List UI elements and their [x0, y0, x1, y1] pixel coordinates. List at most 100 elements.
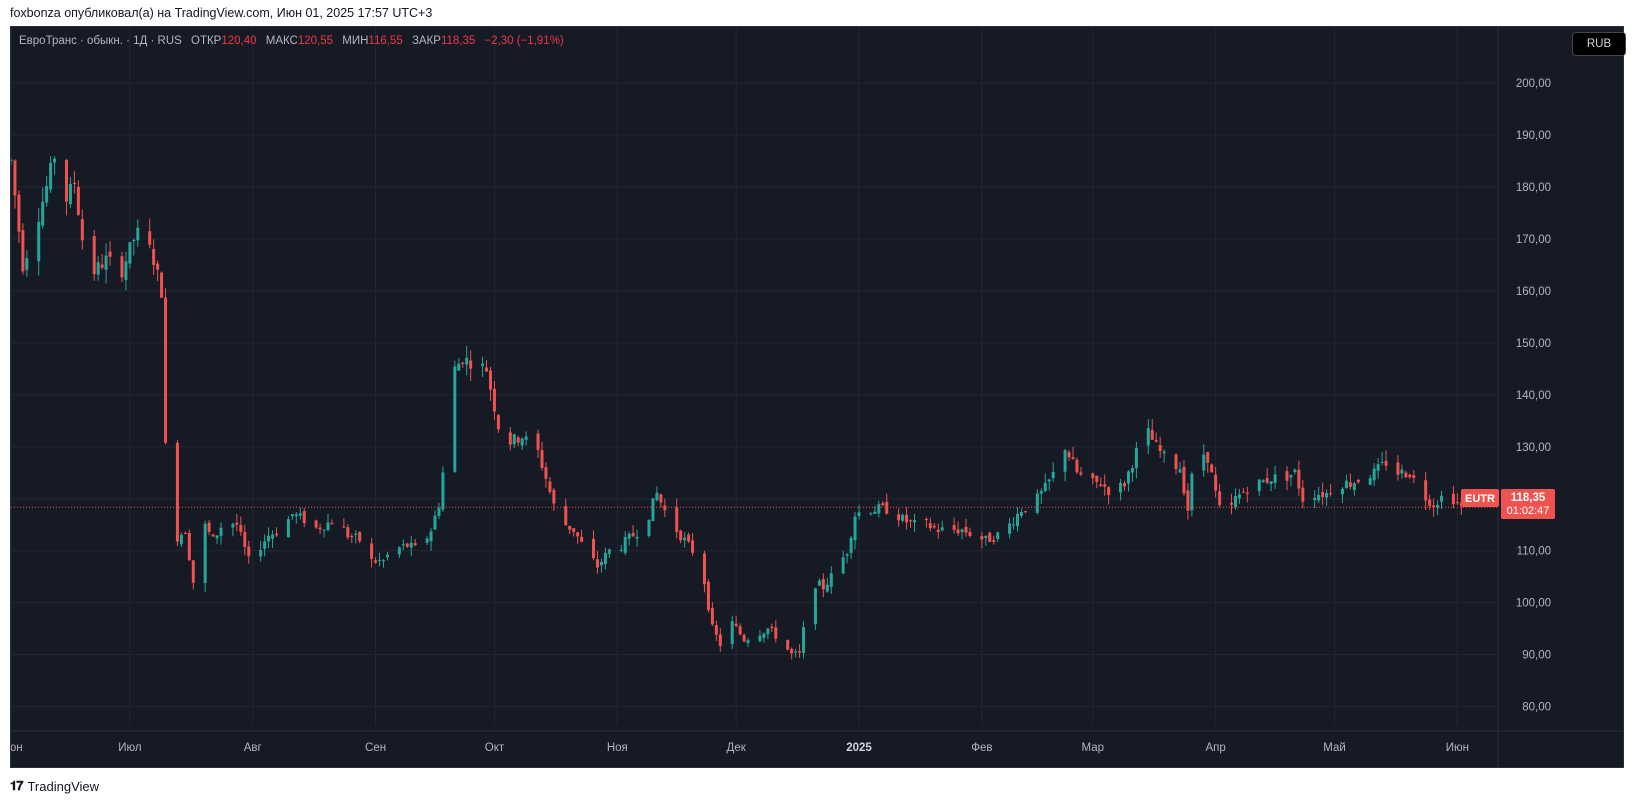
- grid-lines: [11, 27, 1623, 767]
- candle-body: [1079, 472, 1083, 475]
- candle-body: [706, 581, 710, 610]
- symbol-tag: EUTR: [1465, 493, 1495, 505]
- candle-body: [512, 434, 516, 445]
- candle-body: [766, 628, 770, 635]
- high-value: 120,55: [297, 35, 334, 47]
- candle-body: [72, 182, 76, 184]
- price-tick-label: 140,00: [1516, 390, 1551, 402]
- candle-body: [1432, 505, 1436, 508]
- candle-body: [346, 527, 350, 538]
- candle-body: [239, 524, 243, 532]
- candle-body: [11, 159, 13, 162]
- candle-body: [1019, 511, 1023, 516]
- candle-body: [298, 513, 302, 516]
- price-tick-label: 180,00: [1516, 182, 1551, 194]
- candle-body: [104, 255, 108, 270]
- candle-body: [1440, 495, 1444, 502]
- candle-body: [1289, 474, 1293, 478]
- time-tick-label: 2025: [846, 742, 872, 754]
- candle-body: [259, 549, 263, 557]
- candle-body: [1321, 492, 1325, 497]
- candle-body: [1051, 471, 1055, 479]
- candle-body: [1376, 464, 1380, 471]
- candle-body: [687, 534, 691, 542]
- candle-body: [1039, 490, 1043, 494]
- candle-body: [1352, 483, 1356, 491]
- candle-body: [592, 538, 596, 559]
- candle-body: [207, 522, 211, 532]
- candle-body: [175, 442, 179, 542]
- candle-body: [1245, 492, 1249, 494]
- candle-body: [68, 183, 72, 205]
- candle-body: [425, 538, 429, 543]
- candle-body: [37, 221, 41, 262]
- candle-body: [485, 367, 489, 372]
- candle-body: [219, 527, 223, 536]
- candle-body: [358, 531, 362, 542]
- candle-body: [841, 557, 845, 574]
- candle-body: [128, 242, 132, 264]
- price-tag-value: 118,35: [1511, 492, 1546, 504]
- candle-body: [164, 297, 168, 443]
- candle-body: [1356, 479, 1360, 483]
- candle-body: [960, 529, 964, 532]
- high-label: МАКС: [265, 35, 298, 47]
- price-tick-label: 110,00: [1517, 546, 1551, 558]
- candle-body: [1436, 504, 1440, 508]
- candle-body: [1408, 474, 1412, 478]
- candle-body: [746, 640, 750, 644]
- candle-body: [45, 186, 49, 203]
- candle-body: [1348, 482, 1352, 487]
- candle-body: [798, 651, 802, 653]
- time-tick-label: Дек: [727, 742, 747, 754]
- candle-body: [1344, 480, 1348, 489]
- candle-body: [813, 588, 817, 625]
- candle-body: [1428, 499, 1432, 507]
- candle-body: [536, 433, 540, 450]
- price-tick-label: 90,00: [1522, 650, 1551, 662]
- candle-body: [901, 514, 905, 521]
- candle-body: [897, 514, 901, 521]
- candle-body: [183, 533, 187, 535]
- candle-body: [1154, 440, 1158, 442]
- candle-body: [1241, 491, 1245, 493]
- candle-body: [1297, 469, 1301, 489]
- candlestick-chart[interactable]: 200,00 190,00 180,00 170,00 160,00 150,00 140,…: [11, 27, 1623, 767]
- candle-body: [1103, 484, 1107, 487]
- price-tick-label: 100,00: [1516, 598, 1551, 610]
- candle-body: [853, 516, 857, 541]
- close-label: ЗАКР: [411, 35, 441, 47]
- currency-button[interactable]: RUB: [1572, 32, 1626, 56]
- candle-body: [675, 507, 679, 533]
- time-tick-label: Май: [1323, 742, 1346, 754]
- candle-body: [849, 537, 853, 554]
- candle-body: [17, 194, 21, 232]
- candle-body: [187, 533, 191, 561]
- symbol-legend: ЕвроТранс · обыкн. · 1Д · RUS ОТКР120,40…: [19, 35, 564, 47]
- candle-body: [1404, 472, 1408, 478]
- footer-branding[interactable]: 𝟏𝟕 TradingView: [10, 778, 99, 794]
- candle-body: [1368, 478, 1372, 485]
- time-axis[interactable]: Июн Июл Авг Сен Окт Ноя Дек 2025 Фев Мар Апр Май Июн: [11, 742, 1469, 754]
- candle-body: [120, 256, 124, 278]
- candle-body: [1016, 513, 1020, 527]
- candle-body: [496, 415, 500, 430]
- candle-body: [41, 201, 45, 226]
- candle-body: [437, 507, 441, 516]
- candle-body: [211, 534, 215, 537]
- candle-body: [488, 370, 492, 390]
- candle-body: [1146, 428, 1150, 446]
- candle-body: [1067, 452, 1071, 458]
- candle-body: [932, 525, 936, 528]
- candle-body: [76, 186, 80, 215]
- candle-body: [845, 554, 849, 556]
- candle-body: [461, 362, 465, 364]
- candle-body: [905, 514, 909, 523]
- candle-body: [952, 525, 956, 530]
- candle-body: [988, 532, 992, 542]
- candle-body: [869, 513, 873, 515]
- candle-body: [912, 520, 916, 523]
- candle-body: [1257, 479, 1261, 492]
- chart-pane[interactable]: 200,00 190,00 180,00 170,00 160,00 150,00 140,…: [10, 26, 1626, 768]
- symbol-title[interactable]: ЕвроТранс · обыкн. · 1Д · RUS: [19, 35, 182, 47]
